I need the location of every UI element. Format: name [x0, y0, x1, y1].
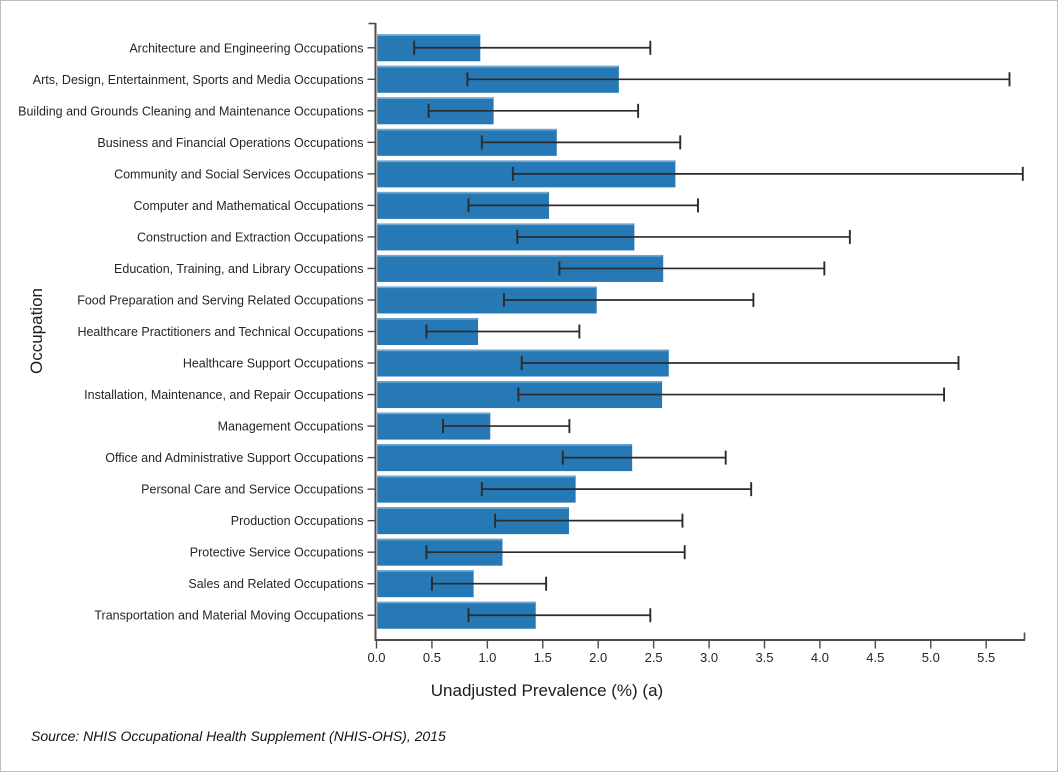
x-tick-label: 4.0	[811, 650, 829, 665]
y-axis-title: Occupation	[27, 288, 46, 374]
category-label: Community and Social Services Occupation…	[114, 167, 363, 181]
x-tick-label: 2.5	[645, 650, 663, 665]
category-label: Office and Administrative Support Occupa…	[105, 451, 363, 465]
category-label: Management Occupations	[218, 420, 364, 434]
category-label: Sales and Related Occupations	[188, 577, 363, 591]
category-label: Transportation and Material Moving Occup…	[94, 609, 363, 623]
source-note: Source: NHIS Occupational Health Supplem…	[31, 728, 446, 744]
x-tick-label: 1.0	[478, 650, 496, 665]
category-label: Computer and Mathematical Occupations	[134, 199, 364, 213]
category-label: Healthcare Practitioners and Technical O…	[77, 325, 363, 339]
x-tick-label: 0.5	[423, 650, 441, 665]
category-label: Personal Care and Service Occupations	[141, 483, 363, 497]
category-label: Installation, Maintenance, and Repair Oc…	[84, 388, 363, 402]
category-label: Architecture and Engineering Occupations	[129, 41, 363, 55]
category-label: Production Occupations	[231, 514, 364, 528]
x-tick-label: 4.5	[866, 650, 884, 665]
x-axis-title: Unadjusted Prevalence (%) (a)	[430, 681, 664, 700]
x-tick-label: 3.0	[700, 650, 718, 665]
x-tick-label: 3.5	[755, 650, 773, 665]
x-tick-label: 2.0	[589, 650, 607, 665]
x-tick-label: 5.0	[922, 650, 940, 665]
category-label: Education, Training, and Library Occupat…	[114, 262, 363, 276]
category-label: Arts, Design, Entertainment, Sports and …	[33, 73, 364, 87]
category-label: Food Preparation and Serving Related Occ…	[77, 293, 363, 307]
category-label: Business and Financial Operations Occupa…	[97, 136, 363, 150]
x-tick-label: 1.5	[534, 650, 552, 665]
category-label: Construction and Extraction Occupations	[137, 230, 364, 244]
x-tick-label: 5.5	[977, 650, 995, 665]
x-tick-label: 0.0	[367, 650, 385, 665]
category-label: Building and Grounds Cleaning and Mainte…	[18, 104, 363, 118]
category-label: Healthcare Support Occupations	[183, 357, 364, 371]
category-label: Protective Service Occupations	[190, 546, 364, 560]
